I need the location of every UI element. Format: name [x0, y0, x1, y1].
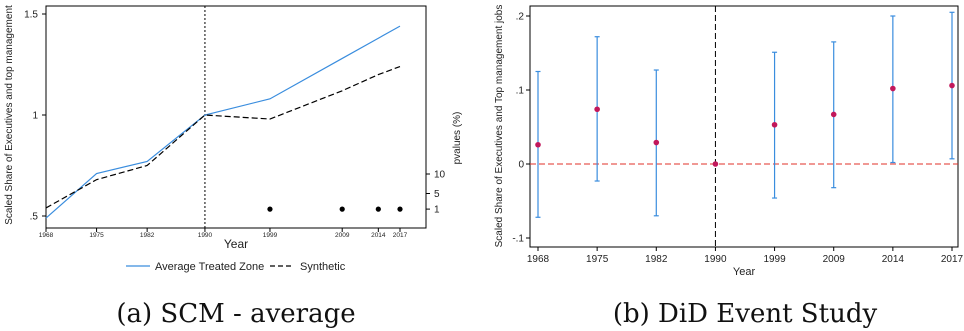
x-tick-label: 1990: [198, 232, 213, 239]
x-tick-label: 1975: [586, 254, 609, 265]
y-tick-label: 0: [518, 160, 524, 171]
y-tick-label: 1: [32, 111, 38, 122]
y-tick-label: .1: [516, 86, 525, 97]
panel-did-frame: [529, 5, 959, 248]
y-right-tick-label: 10: [434, 170, 446, 181]
x-tick-label: 1968: [527, 254, 550, 265]
panel-scm-ylabel-right: pvalues (%): [452, 112, 463, 165]
x-tick-label: 1982: [140, 232, 155, 239]
x-tick-label: 1975: [89, 232, 104, 239]
panel-did-caption: (b) DiD Event Study: [613, 299, 878, 329]
series-line-synthetic: [45, 65, 401, 209]
x-tick-label: 2009: [335, 232, 350, 239]
estimate-point: [535, 141, 541, 148]
estimate-point: [594, 106, 600, 113]
panel-scm-legend: Average Treated Zone Synthetic: [126, 261, 346, 273]
y-tick-label: 1.5: [24, 10, 38, 21]
legend-label-synthetic: Synthetic: [300, 261, 346, 273]
x-tick-label: 1990: [704, 254, 727, 265]
estimate-point: [712, 161, 719, 167]
estimate-point: [653, 139, 660, 146]
panel-scm-xlabel: Year: [224, 237, 248, 251]
x-tick-label: 1999: [263, 232, 278, 239]
legend-label-treated: Average Treated Zone: [155, 261, 264, 273]
y-right-tick-label: 5: [434, 189, 440, 200]
panel-did-xlabel: Year: [733, 266, 756, 278]
x-tick-label: 1999: [763, 254, 786, 265]
x-tick-label: 2009: [823, 254, 846, 265]
panel-did: -.1 0 .1 .2 1968 1975 1982 1990 1999 2009 2014 2017…: [494, 5, 964, 329]
pvalue-dot: [267, 206, 273, 212]
pvalue-dot: [339, 206, 345, 212]
y-tick-label: .5: [30, 212, 39, 223]
x-tick-label: 1982: [645, 254, 668, 265]
x-tick-label: 2017: [393, 232, 408, 239]
panel-scm-ylabel: Scaled Share of Executives and top manag…: [4, 5, 15, 225]
estimate-point: [949, 82, 955, 89]
estimate-point: [890, 85, 896, 92]
pvalue-dot: [375, 206, 381, 212]
panel-scm-frame: [45, 5, 427, 229]
y-right-tick-label: 1: [434, 205, 440, 216]
panel-did-ylabel: Scaled Share of Executives and Top manag…: [494, 5, 505, 248]
y-tick-label: .2: [516, 12, 525, 23]
y-tick-label: -.1: [512, 234, 524, 245]
x-tick-label: 2014: [371, 232, 386, 239]
x-tick-label: 1968: [39, 232, 54, 239]
x-tick-label: 2014: [882, 254, 905, 265]
series-line-treated: [45, 25, 401, 219]
pvalue-dot: [397, 206, 403, 212]
panel-scm: 1968 1975 1982 1990 1999 2009 2014 2017 .5 1 1.5 1 5…: [4, 5, 463, 329]
x-tick-label: 2017: [941, 254, 964, 265]
panel-scm-caption: (a) SCM - average: [116, 299, 355, 329]
estimate-point: [830, 111, 837, 118]
estimate-point: [771, 121, 778, 128]
